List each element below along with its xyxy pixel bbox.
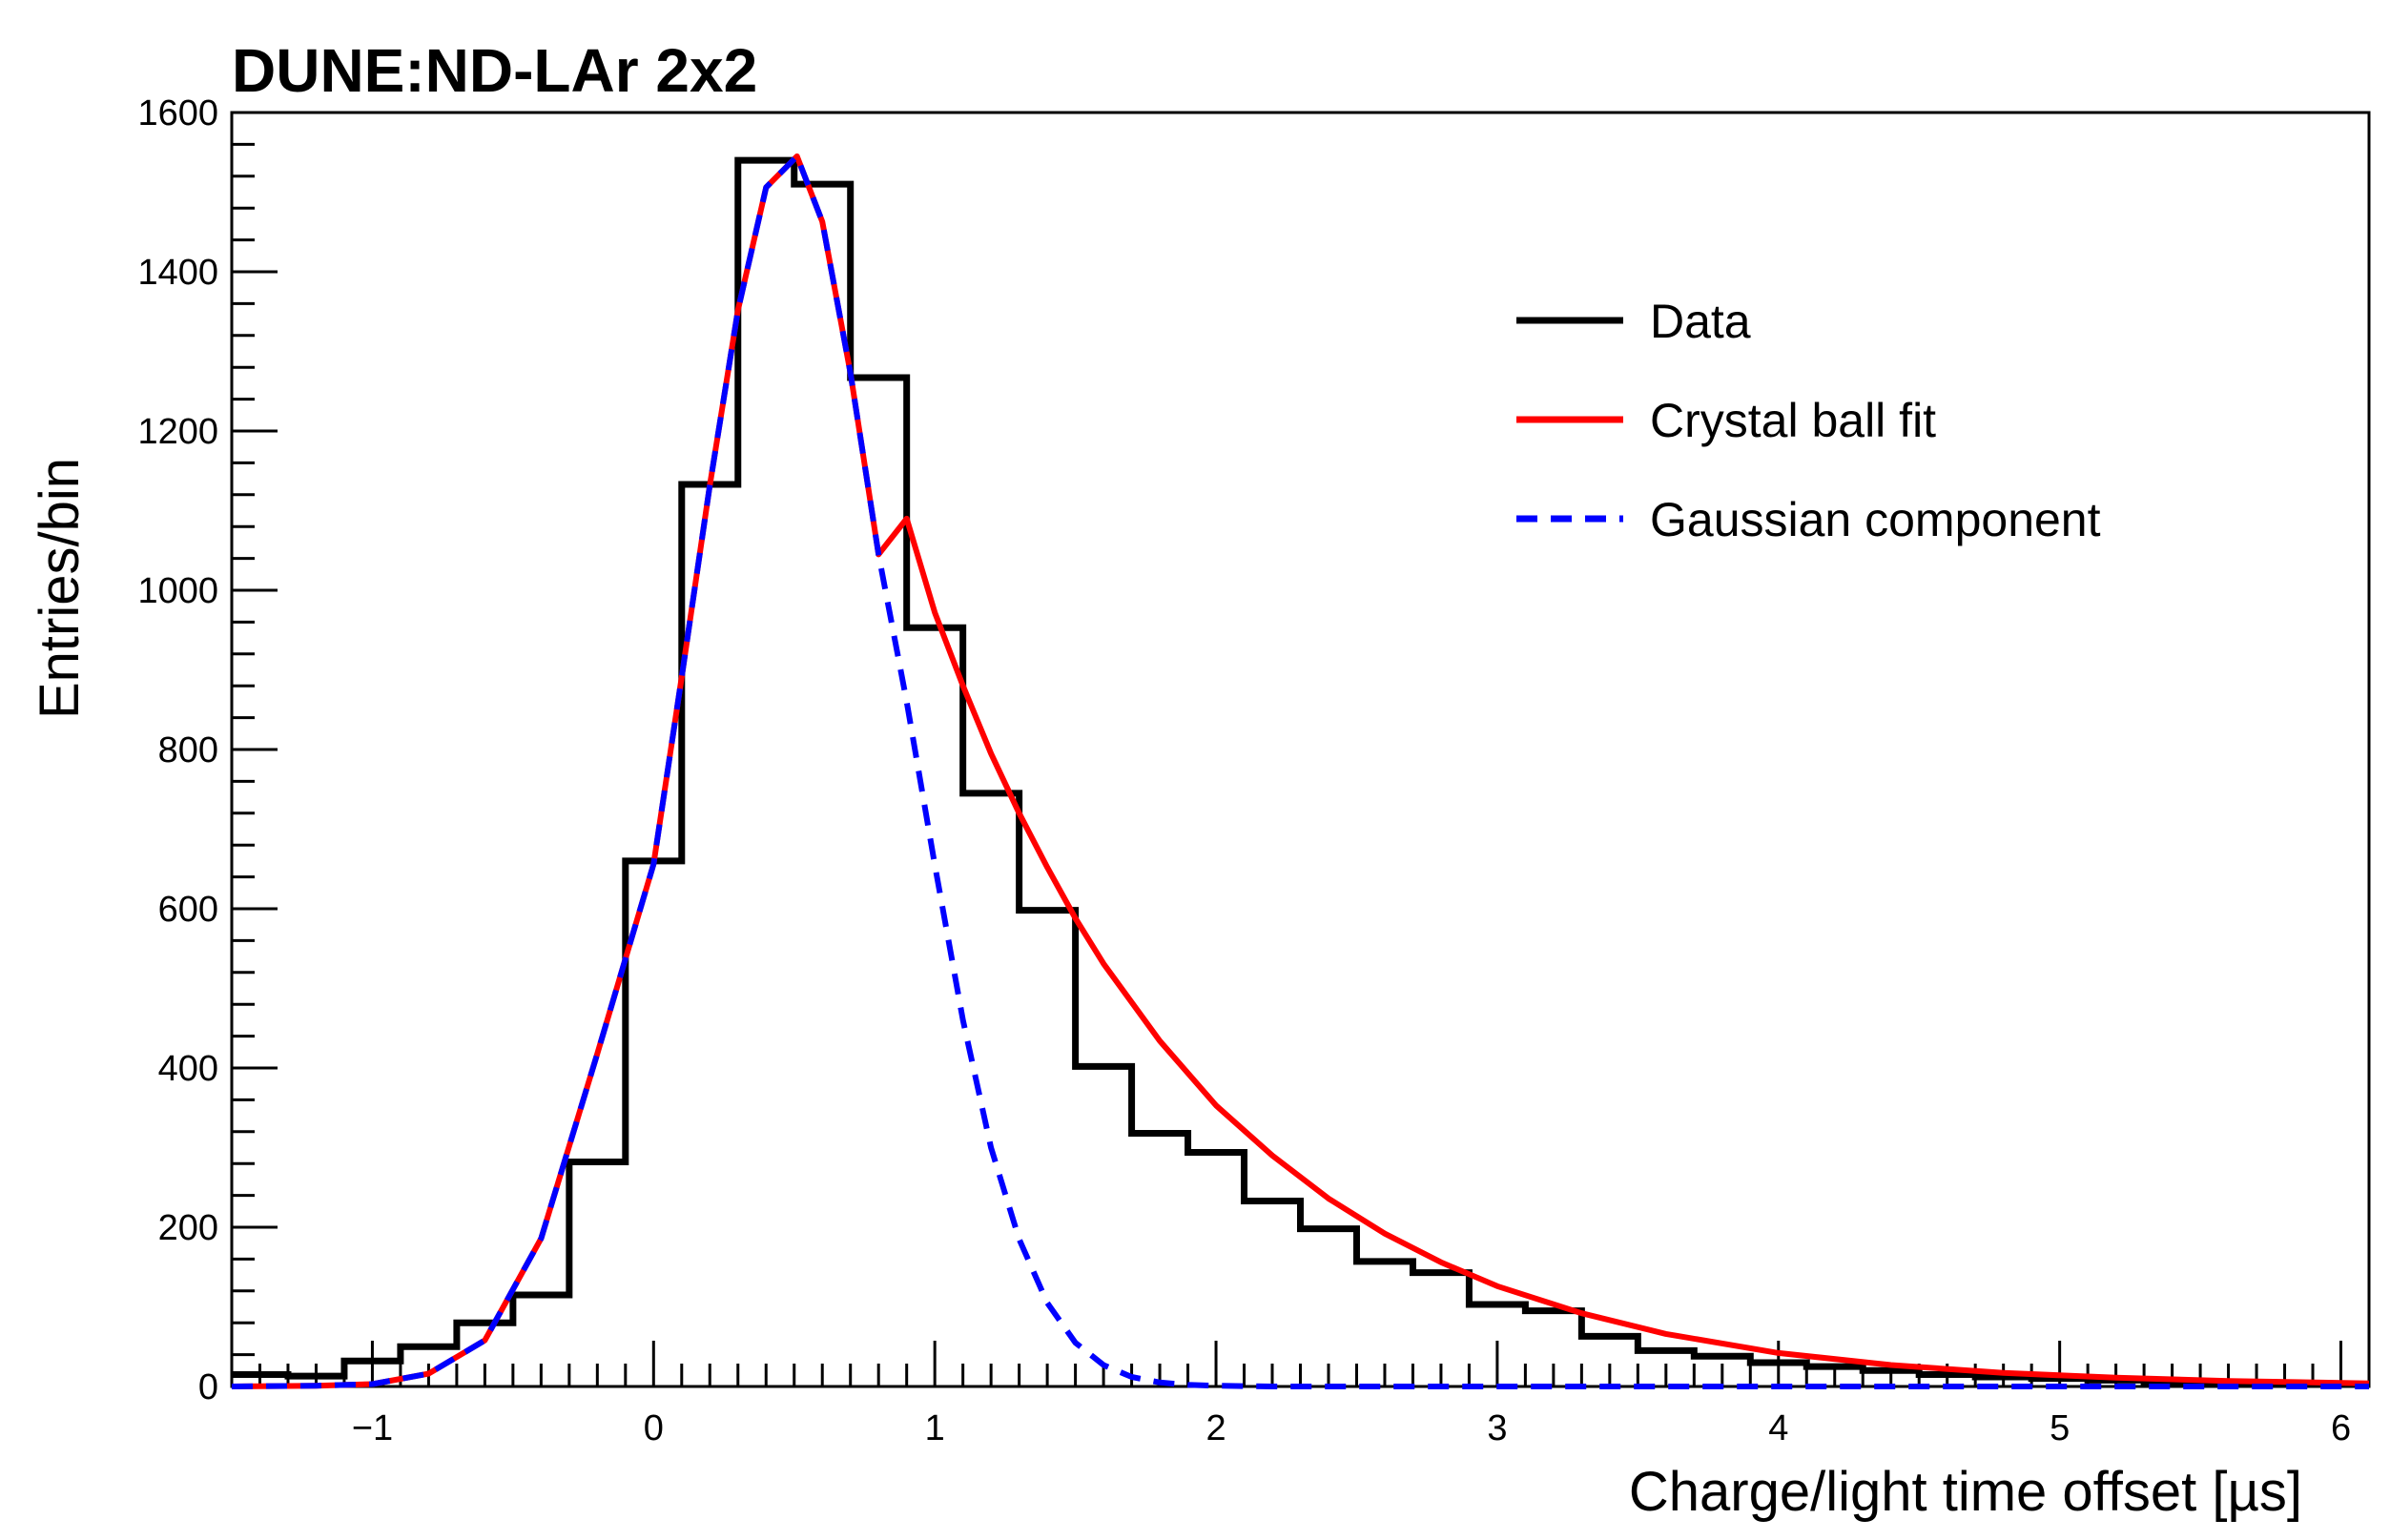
x-tick-label: 3 <box>1487 1408 1507 1448</box>
data-histogram <box>232 156 2369 1387</box>
y-tick-label: 600 <box>158 890 218 930</box>
legend-label: Data <box>1650 295 1751 348</box>
x-tick-label: 1 <box>925 1408 945 1448</box>
y-tick-label: 400 <box>158 1049 218 1089</box>
x-tick-label: 4 <box>1768 1408 1788 1448</box>
gaussian-component-curve <box>231 153 2369 1389</box>
y-tick-label: 1600 <box>137 93 218 133</box>
legend: Data Crystal ball fit Gaussian component <box>1516 295 2101 546</box>
y-axis-title: Entries/bin <box>29 458 91 719</box>
x-tick-label: 5 <box>2050 1408 2070 1448</box>
x-tick-label: 6 <box>2331 1408 2351 1448</box>
chart-title: DUNE:ND-LAr 2x2 <box>232 36 757 105</box>
y-tick-label: 1000 <box>137 571 218 611</box>
y-tick-label: 200 <box>158 1208 218 1248</box>
x-axis-title: Charge/light time offset [µs] <box>1629 1461 2302 1523</box>
x-tick-label: 0 <box>644 1408 664 1448</box>
plot-area: 0 200 400 600 800 1000 1200 1400 1600 −1 0 1 2 3 4 5 6 <box>137 93 2371 1448</box>
y-tick-label: 1400 <box>137 253 218 293</box>
y-tick-label: 1200 <box>137 412 218 452</box>
legend-label: Gaussian component <box>1650 493 2101 546</box>
legend-label: Crystal ball fit <box>1650 394 1936 447</box>
y-tick-label: 800 <box>158 730 218 770</box>
x-tick-label: 2 <box>1205 1408 1226 1448</box>
y-tick-label: 0 <box>198 1367 218 1407</box>
x-tick-label: −1 <box>352 1408 393 1448</box>
